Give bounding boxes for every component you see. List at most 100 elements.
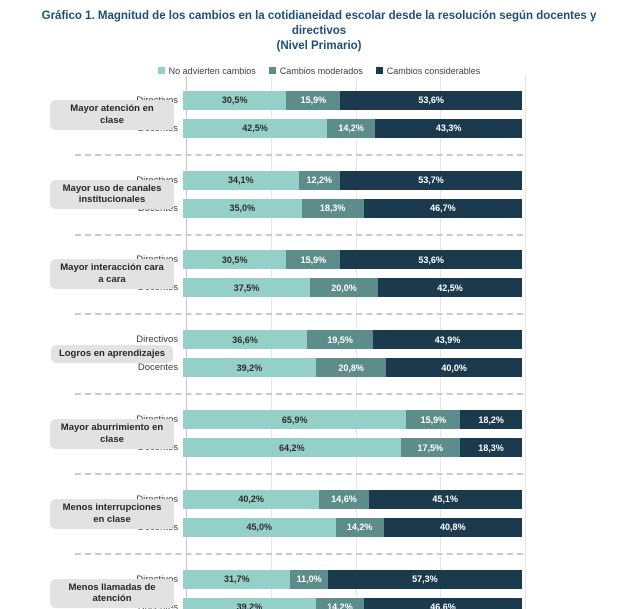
group-separator xyxy=(75,233,523,236)
bar-segment: 14,6% xyxy=(319,489,369,509)
stacked-bar: 36,6% 19,5% 43,9% xyxy=(183,330,522,350)
bar-row: Docentes35,0%18,3%46,7% xyxy=(0,198,638,218)
bar-segment: 18,3% xyxy=(459,438,522,457)
bar-segment: 57,3% xyxy=(327,569,522,589)
bar-segment: 40,0% xyxy=(386,358,522,378)
stacked-bar: 37,5% 20,0% 42,5% xyxy=(183,278,522,298)
title-block: Gráfico 1. Magnitud de los cambios en la… xyxy=(0,0,638,54)
bar-segment: 39,2% xyxy=(183,358,316,378)
stacked-bar: 39,2% 20,8% 40,0% xyxy=(183,358,522,378)
bar-segment: 35,0% xyxy=(183,198,302,218)
legend-swatch-icon xyxy=(375,67,383,75)
stacked-bar: 39,2% 14,2% 46,6% xyxy=(183,597,522,609)
bar-segment: 20,8% xyxy=(315,358,387,378)
category-chip-wrap: Logros en aprendizajes xyxy=(50,345,174,364)
category-group-3: Directivos 36,6% 19,5% 43,9% Docentes 39,2% 20… xyxy=(0,324,638,404)
bar-row: Directivos34,1%12,2%53,7% xyxy=(0,170,638,190)
bar-segment: 14,2% xyxy=(327,118,376,138)
legend-item-0: No advierten cambios xyxy=(157,65,256,76)
legend-item-2: Cambios considerables xyxy=(375,65,481,76)
stacked-bar-chart: Directivos30,5%15,9%53,6%Docentes42,5%14… xyxy=(0,75,638,609)
category-label: Mayor aburrimiento en clase xyxy=(50,419,174,449)
category-chip-wrap: Mayor interacción cara a cara xyxy=(50,259,174,290)
bar-row: Docentes42,5%14,2%43,3% xyxy=(0,118,638,138)
legend-swatch-icon xyxy=(268,67,276,75)
category-chip-wrap: Mayor aburrimiento en clase xyxy=(50,419,174,449)
category-group-4: Directivos65,9%15,9%18,2% Docentes64,2%17… xyxy=(0,404,638,484)
category-chip-wrap: Menos llamadas de atención xyxy=(50,578,174,609)
bar-row: Docentes 39,2% 20,8% 40,0% xyxy=(0,358,638,378)
group-separator xyxy=(75,313,523,316)
stacked-bar: 45,0% 14,2% 40,8% xyxy=(183,517,522,537)
stacked-bar: 64,2% 17,5% 18,3% xyxy=(183,438,522,457)
legend: No advierten cambios Cambios moderados Cam… xyxy=(0,66,638,76)
bar-segment: 20,0% xyxy=(310,278,378,298)
bar-segment: 39,2% xyxy=(183,597,316,609)
bar-segment: 14,2% xyxy=(335,517,384,537)
bar-segment: 12,2% xyxy=(298,170,340,190)
category-label: Logros en aprendizajes xyxy=(50,345,174,364)
bar-segment: 46,7% xyxy=(363,198,522,218)
bar-segment: 19,5% xyxy=(307,330,374,350)
bar-segment: 42,5% xyxy=(183,118,328,138)
chart-subtitle: (Nivel Primario) xyxy=(276,39,362,52)
category-group-5: Directivos40,2%14,6%45,1%Docentes45,0%14… xyxy=(0,484,638,564)
category-group-6: Directivos31,7%11,0%57,3%Docentes39,2%14… xyxy=(0,564,638,609)
bar-segment: 17,5% xyxy=(400,438,460,457)
stacked-bar: 40,2% 14,6% 45,1% xyxy=(183,489,522,509)
stacked-bar: 42,5% 14,2% 43,3% xyxy=(183,118,522,138)
category-chip-wrap: Mayor atención en clase xyxy=(50,99,174,130)
bar-segment: 30,5% xyxy=(183,250,287,270)
category-label: Mayor atención en clase xyxy=(50,99,174,130)
bar-segment: 14,2% xyxy=(315,597,364,609)
category-label: Mayor uso de canales institucionales xyxy=(50,179,174,210)
chart-title: Gráfico 1. Magnitud de los cambios en la… xyxy=(41,10,597,37)
bar-segment: 40,8% xyxy=(383,517,522,537)
bar-segment: 37,5% xyxy=(183,278,311,298)
legend-item-1: Cambios moderados xyxy=(268,65,363,76)
bar-segment: 15,9% xyxy=(286,250,341,270)
bar-row: Directivos 36,6% 19,5% 43,9% xyxy=(0,330,638,350)
bar-segment: 64,2% xyxy=(183,438,401,457)
stacked-bar: 35,0% 18,3% 46,7% xyxy=(183,198,522,218)
stacked-bar: 34,1% 12,2% 53,7% xyxy=(183,170,522,190)
category-group-2: Directivos30,5%15,9%53,6%Docentes37,5%20… xyxy=(0,244,638,324)
bar-segment: 42,5% xyxy=(377,278,522,298)
group-separator xyxy=(75,473,523,475)
row-label: Docentes xyxy=(137,362,178,374)
bar-segment: 15,9% xyxy=(286,90,341,110)
bar-segment: 43,3% xyxy=(375,118,522,138)
group-separator xyxy=(75,393,523,396)
bar-segment: 65,9% xyxy=(183,410,407,429)
bar-segment: 40,2% xyxy=(183,489,320,509)
legend-swatch-icon xyxy=(157,67,165,75)
stacked-bar: 30,5% 15,9% 53,6% xyxy=(183,250,522,270)
legend-label: Cambios considerables xyxy=(386,65,481,76)
bar-segment: 46,6% xyxy=(364,597,522,609)
category-group-0: Directivos30,5%15,9%53,6%Docentes42,5%14… xyxy=(0,85,638,165)
bar-segment: 45,0% xyxy=(183,517,336,537)
bar-segment: 18,2% xyxy=(460,410,522,429)
legend-label: Cambios moderados xyxy=(279,65,363,76)
legend-label: No advierten cambios xyxy=(168,65,256,76)
category-chip-wrap: Menos interrupciones en clase xyxy=(50,498,174,529)
bar-segment: 45,1% xyxy=(368,489,522,509)
bar-segment: 53,6% xyxy=(340,250,522,270)
category-label: Menos llamadas de atención xyxy=(50,578,174,609)
bar-segment: 53,7% xyxy=(339,170,522,190)
category-label: Menos interrupciones en clase xyxy=(50,498,174,529)
stacked-bar: 65,9% 15,9% 18,2% xyxy=(183,410,522,429)
row-label: Directivos xyxy=(136,334,178,346)
bar-segment: 11,0% xyxy=(290,569,328,589)
bar-segment: 18,3% xyxy=(301,198,364,218)
bar-segment: 53,6% xyxy=(340,90,522,110)
category-label: Mayor interacción cara a cara xyxy=(50,259,174,290)
bar-segment: 15,9% xyxy=(406,410,461,429)
category-group-1: Directivos34,1%12,2%53,7% Docentes35,0%18… xyxy=(0,165,638,245)
stacked-bar: 30,5% 15,9% 53,6% xyxy=(183,90,522,110)
group-separator xyxy=(75,552,523,555)
bar-segment: 31,7% xyxy=(183,569,291,589)
gridline-100 xyxy=(525,75,526,609)
group-separator xyxy=(75,153,523,156)
